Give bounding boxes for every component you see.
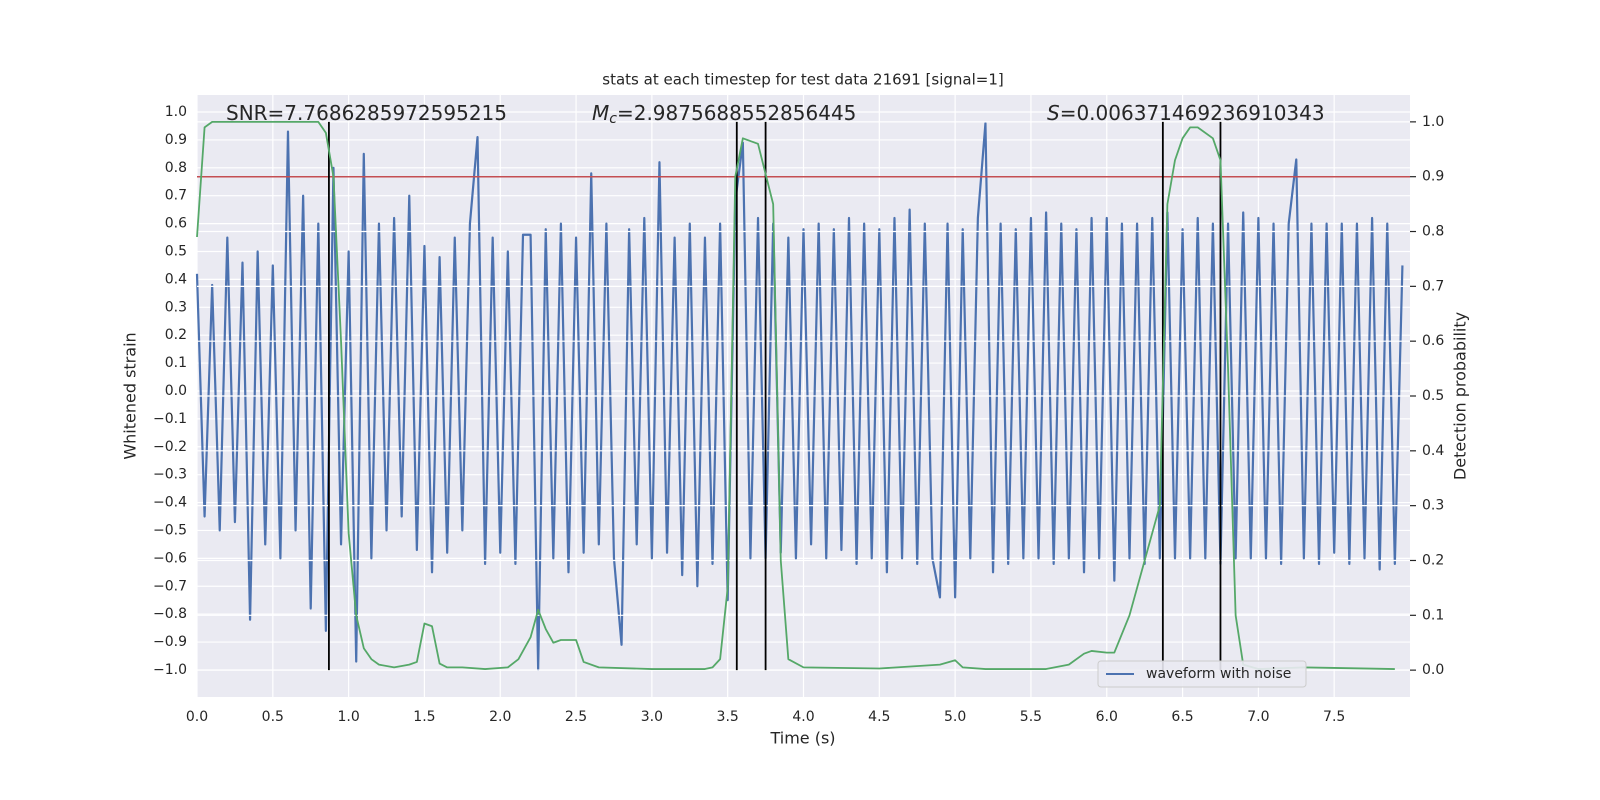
marks <box>195 122 1404 672</box>
y2-tick-label: 0.2 <box>1422 552 1444 568</box>
probability-line <box>196 120 1395 670</box>
y-tick-label: 0.9 <box>165 132 187 148</box>
x-tick-label: 3.5 <box>717 709 739 725</box>
y-tick-label: −1.0 <box>153 662 187 678</box>
waveform-line <box>195 122 1404 672</box>
x-tick-label: 6.0 <box>1096 709 1118 725</box>
annotation-symbol: S <box>1047 101 1060 125</box>
x-tick-label: 0.5 <box>262 709 284 725</box>
y2-tick-label: 0.4 <box>1422 443 1444 459</box>
y2-tick-label: 0.9 <box>1422 169 1444 185</box>
x-tick-label: 2.0 <box>489 709 511 725</box>
y2-tick-label: 0.3 <box>1422 498 1444 514</box>
y2-tick-label: 0.7 <box>1422 278 1444 294</box>
x-tick-label: 7.0 <box>1247 709 1269 725</box>
y-tick-label: −0.5 <box>153 522 187 538</box>
y2-tick-label: 0.0 <box>1422 662 1444 678</box>
y-tick-label: −0.7 <box>153 578 187 594</box>
x-tick-label: 1.0 <box>337 709 359 725</box>
y-tick-label: 0.7 <box>165 188 187 204</box>
y-tick-label: 0.4 <box>165 271 187 287</box>
y-tick-label: 0.3 <box>165 299 187 315</box>
y-tick-label: −0.1 <box>153 411 187 427</box>
annotation: Mc=2.9875688552856445 <box>592 101 856 128</box>
y2-tick-label: 0.8 <box>1422 224 1444 240</box>
y-tick-label: 0.8 <box>165 160 187 176</box>
annotation-text: =0.006371469236910343 <box>1060 101 1325 125</box>
y-tick-label: −0.8 <box>153 606 187 622</box>
annotation-text: =2.9875688552856445 <box>617 101 856 125</box>
x-tick-label: 4.0 <box>792 709 814 725</box>
y-tick-label: 0.0 <box>165 383 187 399</box>
y-tick-label: −0.3 <box>153 467 187 483</box>
legend-label: waveform with noise <box>1146 666 1291 682</box>
y-axis-label: Whitened strain <box>121 332 140 459</box>
x-tick-label: 0.0 <box>186 709 208 725</box>
y-tick-label: 0.2 <box>165 327 187 343</box>
x-tick-label: 1.5 <box>413 709 435 725</box>
annotation-text: SNR=7.7686285972595215 <box>226 101 507 125</box>
y-tick-label: 0.1 <box>165 355 187 371</box>
legend-box <box>1097 660 1307 688</box>
y-tick-label: −0.4 <box>153 495 187 511</box>
x-tick-label: 5.0 <box>944 709 966 725</box>
x-axis-label: Time (s) <box>769 729 835 748</box>
chart-title: stats at each timestep for test data 216… <box>602 71 1003 89</box>
x-tick-label: 4.5 <box>868 709 890 725</box>
x-tick-label: 7.5 <box>1323 709 1345 725</box>
x-tick-label: 6.5 <box>1171 709 1193 725</box>
x-tick-label: 5.5 <box>1020 709 1042 725</box>
y2-axis-label: Detection probability <box>1451 312 1470 480</box>
annotation: SNR=7.7686285972595215 <box>226 101 507 125</box>
legend: waveform with noise <box>1097 660 1307 688</box>
x-tick-label: 3.0 <box>641 709 663 725</box>
y2-tick-label: 0.6 <box>1422 333 1444 349</box>
y-tick-label: 1.0 <box>165 104 187 120</box>
labels: 0.0 0.5 1.0 1.5 2.0 2.5 3.0 3.5 4.0 4.5 5.0 5.5 6.0 6… <box>153 101 1444 726</box>
annotation: S=0.006371469236910343 <box>1047 101 1325 125</box>
y2-tick-label: 0.5 <box>1422 388 1444 404</box>
y-tick-label: 0.6 <box>165 216 187 232</box>
y2-tick-label: 1.0 <box>1422 114 1444 130</box>
y-tick-label: −0.9 <box>153 634 187 650</box>
y-tick-label: −0.6 <box>153 550 187 566</box>
annotation-symbol: M <box>592 101 609 125</box>
y-tick-label: −0.2 <box>153 439 187 455</box>
x-tick-label: 2.5 <box>565 709 587 725</box>
y2-tick-label: 0.1 <box>1422 607 1444 623</box>
y-tick-label: 0.5 <box>165 243 187 259</box>
annotation-subscript: c <box>609 111 617 127</box>
